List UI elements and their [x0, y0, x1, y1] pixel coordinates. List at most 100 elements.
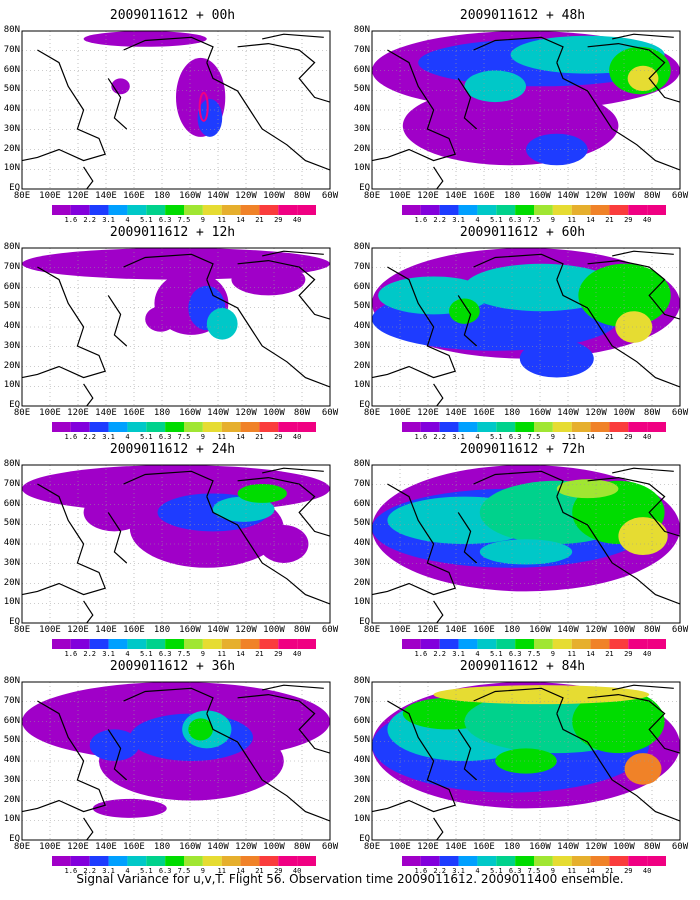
variance-shading: [83, 31, 207, 47]
colorbar-label: 11: [217, 216, 226, 224]
latitude-label: 60N: [3, 64, 20, 75]
longitude-label: 100W: [263, 842, 285, 852]
colorbar-label: 40: [642, 216, 652, 224]
variance-shading: [615, 311, 653, 343]
colorbar-swatch: [439, 422, 459, 432]
latitude-label: EQ: [359, 834, 370, 844]
longitude-label: 140E: [445, 408, 467, 418]
colorbar: [52, 639, 316, 649]
colorbar-swatch: [240, 205, 260, 215]
colorbar-swatch: [571, 422, 591, 432]
latitude-label: 80N: [353, 676, 370, 686]
colorbar-label: 2.2: [433, 216, 447, 224]
latitude-label: 50N: [3, 84, 20, 95]
latitude-label: 10N: [3, 380, 20, 391]
longitude-label: 80E: [13, 191, 31, 201]
colorbar-label: 9: [200, 867, 205, 875]
latitude-label: 50N: [353, 735, 370, 746]
colorbar-swatch: [70, 205, 90, 215]
latitude-label: 30N: [3, 340, 20, 351]
longitude-label: 100W: [613, 625, 635, 635]
coastline: [22, 49, 106, 162]
coastline: [123, 470, 214, 497]
longitude-label: 80E: [363, 191, 381, 201]
variance-map: [21, 30, 331, 190]
latitude-label: 20N: [3, 360, 20, 371]
colorbar-swatch: [590, 856, 610, 866]
latitude-label: 30N: [353, 774, 370, 785]
colorbar-swatch: [590, 639, 610, 649]
colorbar-label: 1.6: [64, 216, 78, 224]
latitude-label: 30N: [3, 557, 20, 568]
variance-map: [21, 247, 331, 407]
colorbar-swatch: [221, 205, 241, 215]
colorbar-swatch: [240, 422, 260, 432]
latitude-label: 70N: [353, 695, 370, 706]
variance-shading: [83, 493, 146, 532]
colorbar-label: 7.5: [527, 867, 541, 875]
colorbar-label: 6.3: [158, 867, 172, 875]
colorbar-swatch: [297, 205, 316, 215]
flight-track-marker: [198, 91, 209, 122]
colorbar-label: 1.6: [414, 433, 428, 441]
colorbar-label: 9: [550, 433, 555, 441]
latitude-label: 20N: [3, 577, 20, 588]
colorbar-swatch: [89, 639, 109, 649]
colorbar-swatch: [439, 856, 459, 866]
colorbar-label: 4: [125, 867, 130, 875]
colorbar-swatch: [477, 856, 497, 866]
variance-shading: [495, 748, 557, 774]
latitude-label: 80N: [3, 459, 20, 469]
coastline: [262, 684, 324, 691]
colorbar-swatch: [127, 205, 147, 215]
colorbar-swatch: [108, 422, 128, 432]
map-panel: 2009011612 + 36h 80N 70N 60N 50N 40N 30N 20N 10N…: [0, 651, 345, 875]
colorbar-label: 3.1: [102, 650, 115, 658]
colorbar-swatch: [89, 205, 109, 215]
longitude-label: 100E: [39, 625, 61, 635]
colorbar-swatch: [420, 639, 440, 649]
longitude-label: 120W: [585, 842, 607, 852]
coastline: [587, 476, 680, 537]
latitude-label: EQ: [9, 183, 20, 193]
coastline: [433, 166, 444, 189]
colorbar-swatch: [402, 639, 421, 649]
variance-shading: [433, 685, 650, 705]
latitude-label: 20N: [353, 794, 370, 805]
latitude-label: 10N: [353, 814, 370, 825]
colorbar-swatch: [534, 205, 553, 215]
latitude-label: 10N: [353, 163, 370, 174]
coastline: [473, 470, 564, 497]
longitude-label: 100E: [389, 191, 411, 201]
colorbar-label: 11: [567, 867, 576, 875]
colorbar-label: 21: [605, 216, 614, 224]
map-panel: 2009011612 + 24h 80N 70N 60N 50N 40N 30N 20N 10N…: [0, 434, 345, 658]
colorbar: [52, 856, 316, 866]
colorbar-label: 21: [255, 867, 264, 875]
colorbar-label: 21: [605, 650, 614, 658]
coastline: [83, 600, 94, 623]
colorbar-label: 1.6: [64, 867, 78, 875]
colorbar-swatch: [590, 205, 610, 215]
longitude-label: 160W: [529, 842, 551, 852]
colorbar-label: 5.1: [139, 433, 153, 441]
colorbar-swatch: [496, 639, 516, 649]
colorbar-label: 4: [475, 867, 480, 875]
colorbar: [402, 422, 666, 432]
variance-map: [21, 464, 331, 624]
latitude-label: 30N: [353, 557, 370, 568]
latitude-label: 20N: [353, 143, 370, 154]
colorbar-label: 29: [624, 433, 633, 441]
coastline: [262, 33, 324, 40]
colorbar-swatch: [402, 422, 421, 432]
latitude-label: 40N: [3, 104, 20, 114]
coastline: [206, 496, 330, 605]
colorbar-swatch: [221, 422, 241, 432]
colorbar-label: 1.6: [64, 433, 78, 441]
longitude-label: 140W: [557, 408, 579, 418]
colorbar-label: 40: [292, 867, 302, 875]
colorbar-label: 14: [236, 867, 245, 875]
longitude-label: 120W: [235, 842, 257, 852]
coastline: [556, 713, 680, 822]
colorbar-swatch: [609, 422, 629, 432]
